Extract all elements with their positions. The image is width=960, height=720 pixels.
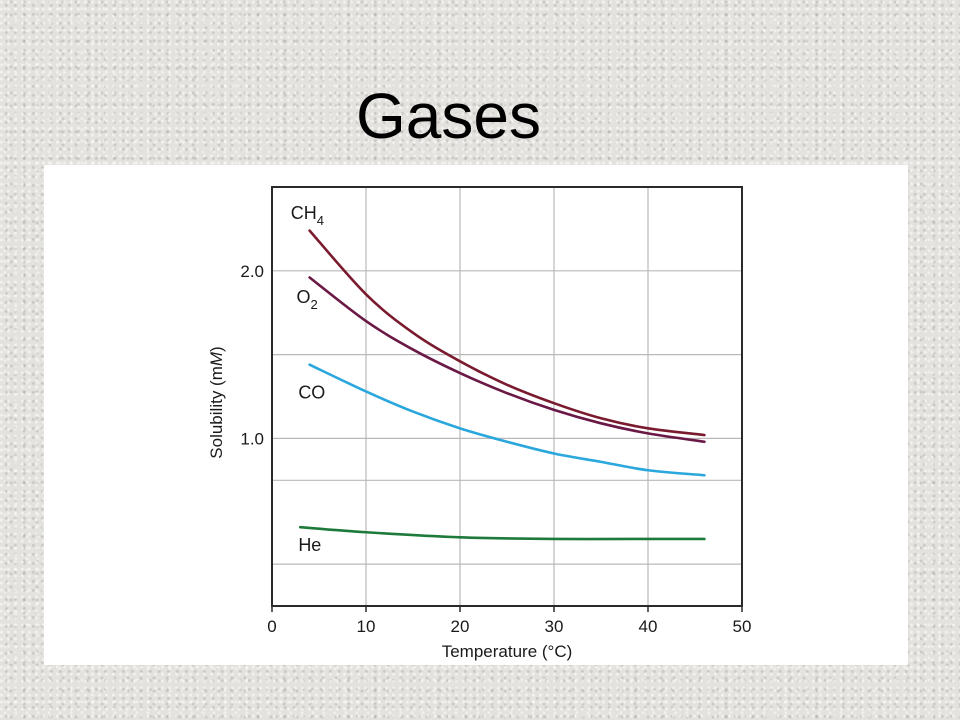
grid-layer (272, 187, 742, 606)
label-layer: CH4 O2 CO He (291, 203, 326, 555)
series-line-ch4 (308, 229, 706, 437)
y-tick-label: 1.0 (240, 429, 264, 448)
tick-layer: 0 10 20 30 40 50 1.0 2.0 (240, 262, 751, 636)
y-axis-label-part-3: ) (207, 346, 226, 352)
series-label-ch4: CH4 (291, 203, 324, 228)
x-tick-label: 50 (733, 617, 752, 636)
x-tick-label: 30 (545, 617, 564, 636)
plot-frame (271, 186, 743, 607)
series-label-he: He (298, 535, 321, 555)
y-axis-label: Solubility (mM) (207, 346, 226, 458)
y-axis-label-part-2: M (207, 351, 226, 366)
x-tick-label: 20 (451, 617, 470, 636)
y-tick-label: 2.0 (240, 262, 264, 281)
series-layer (298, 229, 706, 541)
figure-panel (44, 165, 908, 665)
series-line-o2 (308, 276, 706, 444)
series-line-he (298, 525, 706, 541)
slide-title: Gases (356, 80, 541, 152)
x-tick-label: 40 (639, 617, 658, 636)
series-label-o2: O2 (296, 287, 317, 312)
x-tick-label: 10 (357, 617, 376, 636)
x-axis-label: Temperature (°C) (442, 642, 573, 661)
y-axis-label-part-1: Solubility (m (207, 366, 226, 459)
series-label-co: CO (298, 382, 325, 402)
series-line-co (308, 363, 706, 477)
x-tick-label: 0 (267, 617, 276, 636)
